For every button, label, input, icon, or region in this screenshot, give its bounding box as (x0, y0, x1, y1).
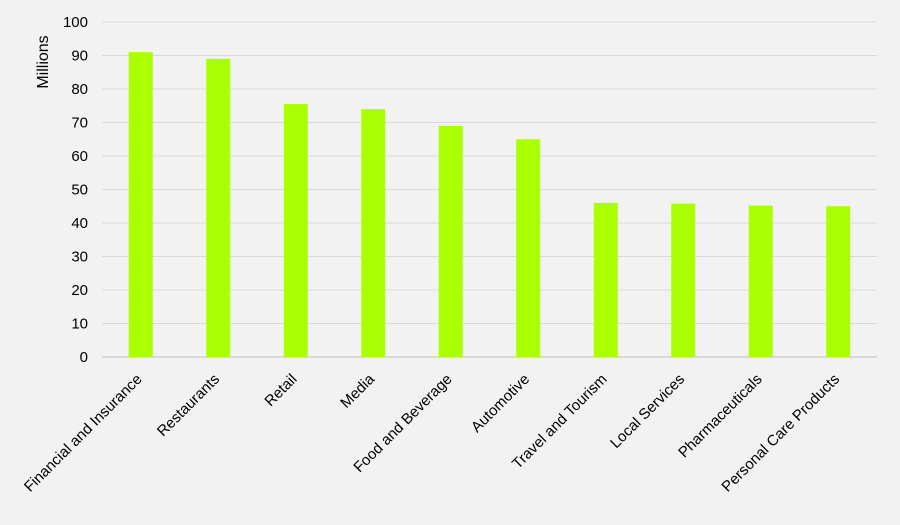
bar (283, 104, 308, 357)
x-axis-labels: Financial and Insurance Restaurants Retail… (21, 370, 843, 495)
bars (128, 52, 851, 358)
y-tick-label: 30 (71, 249, 88, 266)
y-tick-label: 20 (71, 282, 88, 299)
y-axis-title: Millions (35, 35, 52, 88)
y-tick-label: 40 (71, 215, 88, 232)
bar (438, 125, 463, 357)
y-tick-label: 60 (71, 148, 88, 165)
y-tick-label: 50 (71, 182, 88, 199)
bar (671, 203, 696, 357)
y-tick-label: 10 (71, 316, 88, 333)
x-category-label: Restaurants (154, 371, 223, 440)
x-category-label: Retail (261, 371, 300, 410)
bar (826, 206, 851, 357)
x-category-label: Financial and Insurance (21, 371, 146, 496)
y-tick-label: 0 (80, 349, 88, 366)
y-tick-label: 100 (63, 14, 88, 31)
y-tick-label: 90 (71, 48, 88, 65)
y-axis-ticks: 0 10 20 30 40 50 60 70 80 90 100 (63, 14, 88, 366)
x-category-label: Automotive (468, 371, 533, 436)
bar (206, 58, 231, 357)
gridlines (102, 21, 877, 358)
bar (128, 52, 153, 358)
bar (593, 202, 618, 357)
y-tick-label: 80 (71, 81, 88, 98)
x-category-label: Local Services (607, 371, 688, 452)
bar (748, 205, 773, 357)
y-tick-label: 70 (71, 115, 88, 132)
bar (361, 109, 386, 357)
bar (516, 139, 541, 357)
x-category-label: Media (337, 370, 378, 411)
x-category-label: Pharmaceuticals (675, 371, 765, 461)
